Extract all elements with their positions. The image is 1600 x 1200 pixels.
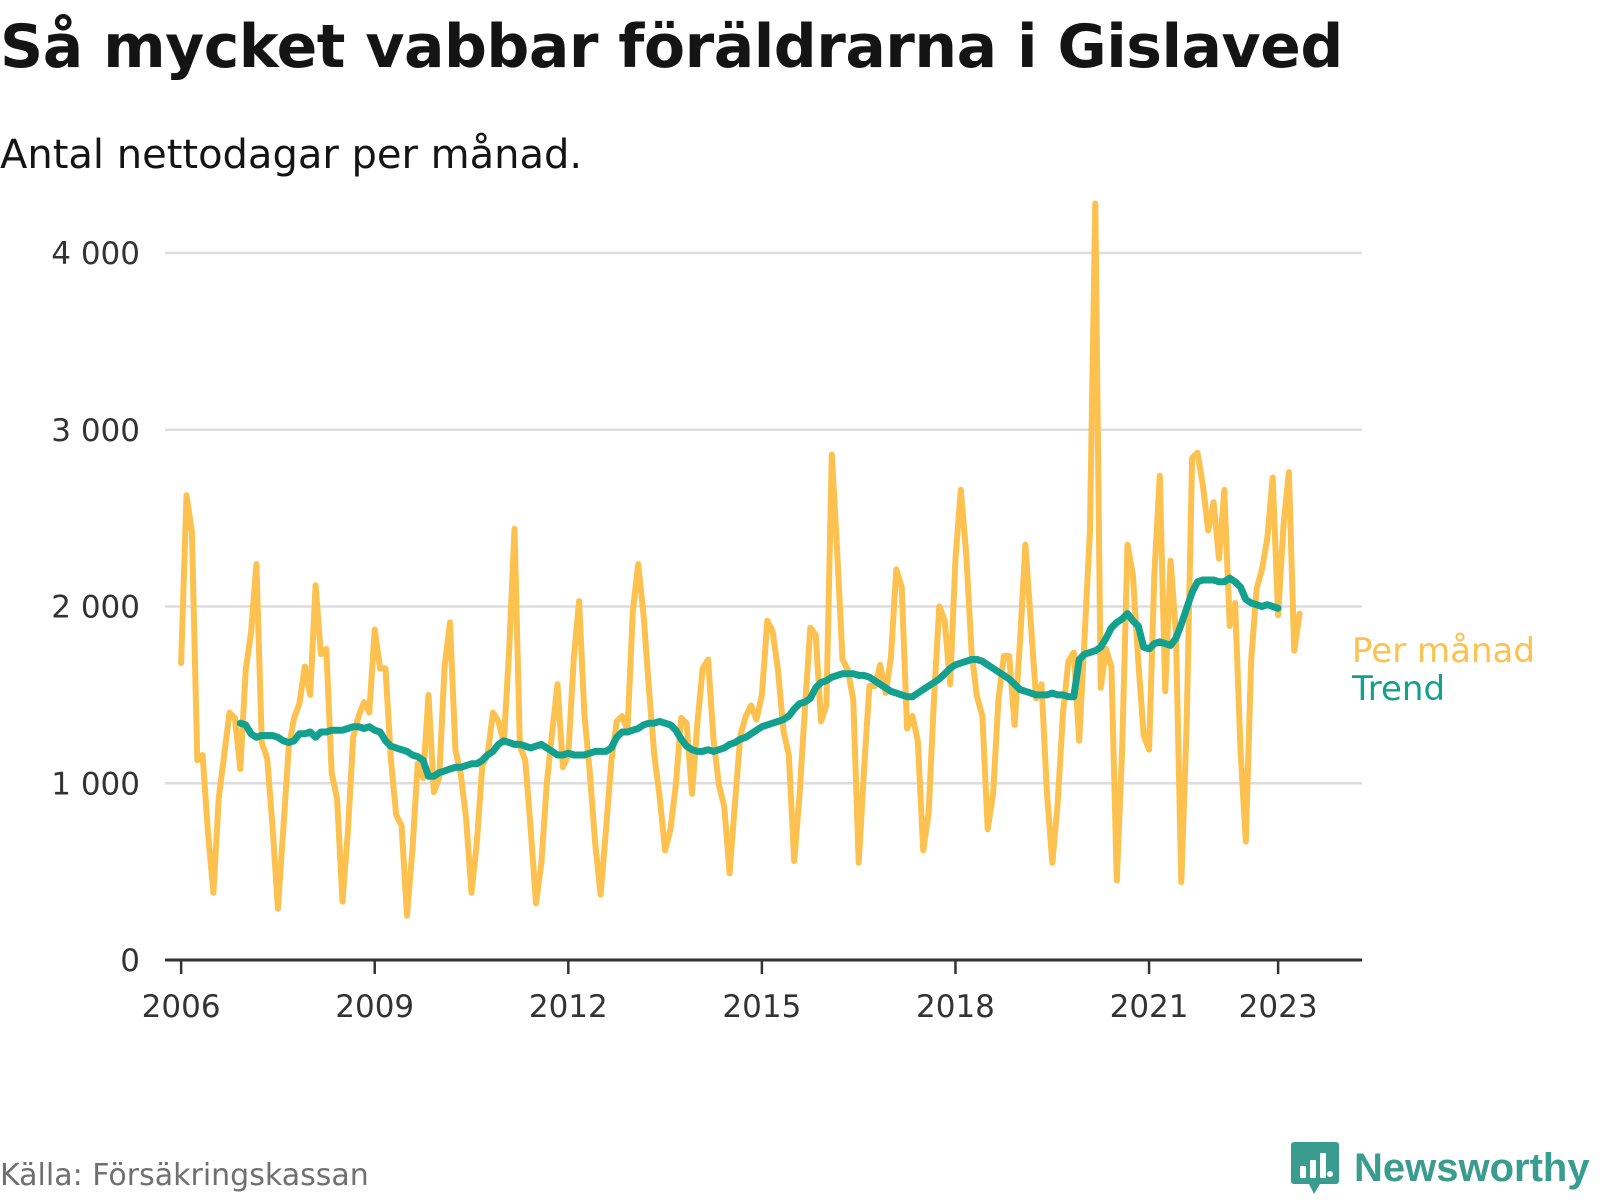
y-axis-ticks: 0 1 000 2 000 3 000 4 000	[51, 236, 140, 979]
x-tick-label: 2021	[1110, 989, 1189, 1025]
x-tick-label: 2012	[529, 989, 608, 1025]
x-tick-label: 2009	[335, 989, 414, 1025]
y-tick-label: 4 000	[51, 236, 140, 272]
y-tick-label: 2 000	[51, 590, 140, 626]
brand-logo[interactable]: Newsworthy	[1290, 1140, 1590, 1196]
x-axis: 2006 2009 2012 2015 2018 2021 2023	[142, 958, 1362, 1025]
series-lines	[178, 200, 1303, 919]
series-line-trend	[236, 574, 1282, 780]
x-tick-label: 2018	[916, 989, 995, 1025]
y-tick-label: 1 000	[51, 766, 140, 802]
x-tick-label: 2023	[1239, 989, 1318, 1025]
series-line-per-manad	[178, 200, 1303, 919]
legend-label-per-manad: Per månad	[1352, 631, 1535, 671]
x-tick-label: 2006	[142, 989, 221, 1025]
brand-name: Newsworthy	[1354, 1145, 1590, 1190]
gridlines	[165, 251, 1362, 785]
chart-title: Så mycket vabbar föräldrarna i Gislaved	[0, 12, 1343, 82]
y-tick-label: 3 000	[51, 413, 140, 449]
chart-subtitle: Antal nettodagar per månad.	[0, 132, 583, 178]
source-note: Källa: Försäkringskassan	[0, 1158, 369, 1193]
legend-label-trend: Trend	[1351, 669, 1445, 709]
x-tick-label: 2015	[722, 989, 801, 1025]
y-tick-label: 0	[120, 943, 140, 979]
newsworthy-logo-icon	[1291, 1142, 1339, 1194]
